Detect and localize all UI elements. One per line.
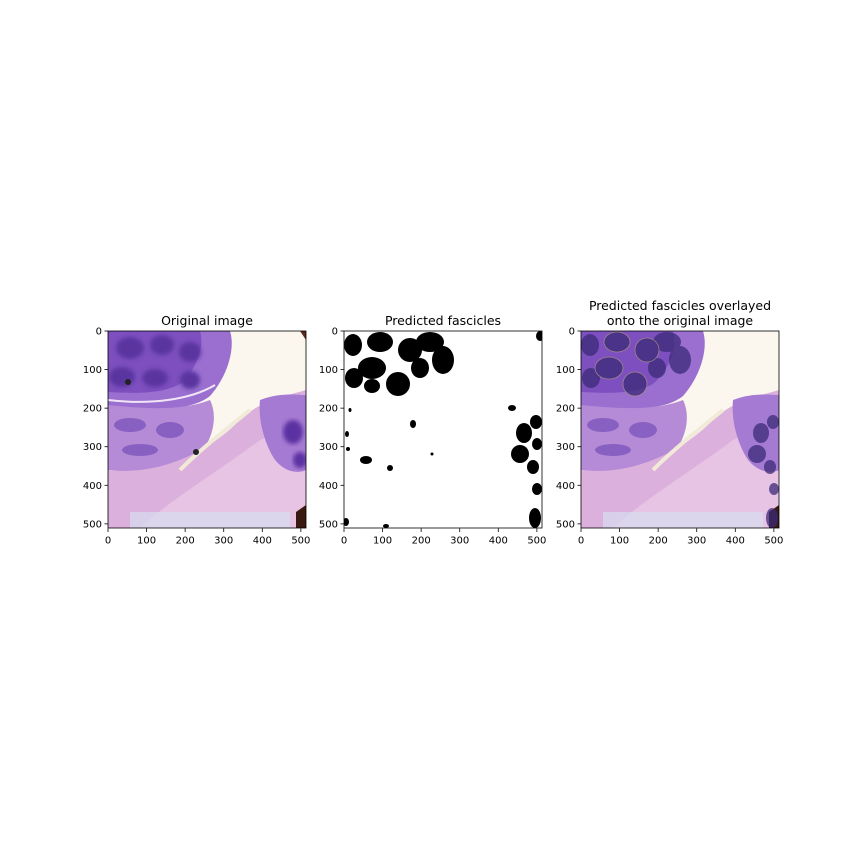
x-tick-label: 300 [687,536,706,547]
x-tick-label: 400 [726,536,745,547]
y-tick-label: 0 [96,327,102,338]
y-tick-label: 300 [556,442,575,453]
x-tick-label: 500 [764,536,783,547]
x-axis-mask: 0 100 200 300 400 500 [341,528,546,547]
y-tick-label: 400 [83,481,102,492]
y-tick-label: 0 [569,327,575,338]
tissue-image [108,331,306,528]
y-tick-label: 200 [83,404,102,415]
panel-title-overlay-line2: onto the original image [607,313,754,328]
y-tick-label: 500 [556,519,575,530]
panel-title-overlay: Predicted fascicles overlayed [589,298,771,313]
y-tick-label: 200 [556,404,575,415]
x-tick-label: 200 [649,536,668,547]
x-tick-label: 400 [489,536,508,547]
x-tick-label: 100 [610,536,629,547]
y-axis-mask: 0 100 200 300 400 500 [319,327,344,530]
y-tick-label: 300 [319,442,338,453]
y-tick-label: 200 [319,404,338,415]
x-tick-label: 0 [105,536,111,547]
mask-image [344,331,542,528]
y-tick-label: 500 [83,519,102,530]
y-tick-label: 400 [319,481,338,492]
panel-mask: Predicted fascicles [319,313,547,547]
y-tick-label: 100 [83,365,102,376]
panel-overlay: Predicted fascicles overlayed onto the o… [556,298,784,547]
y-tick-label: 300 [83,442,102,453]
axes-frame-mask [343,330,543,529]
y-tick-label: 100 [556,365,575,376]
y-axis-original: 0 100 200 300 400 500 [83,327,108,530]
panel-title-mask: Predicted fascicles [385,313,501,328]
x-axis-overlay: 0 100 200 300 400 500 [578,528,783,547]
x-tick-label: 0 [578,536,584,547]
y-axis-overlay: 0 100 200 300 400 500 [556,327,581,530]
y-tick-label: 100 [319,365,338,376]
x-tick-label: 400 [253,536,272,547]
x-axis-original: 0 100 200 300 400 500 [105,528,310,547]
x-tick-label: 300 [214,536,233,547]
x-tick-label: 500 [527,536,546,547]
x-tick-label: 100 [373,536,392,547]
y-tick-label: 400 [556,481,575,492]
x-tick-label: 200 [412,536,431,547]
y-tick-label: 500 [319,519,338,530]
x-tick-label: 500 [291,536,310,547]
y-tick-label: 0 [332,327,338,338]
overlay-image [581,331,779,528]
x-tick-label: 100 [137,536,156,547]
panel-title-original: Original image [161,313,253,328]
axes-frame-original [107,330,307,529]
x-tick-label: 200 [176,536,195,547]
x-tick-label: 300 [450,536,469,547]
panel-original: Original image [83,313,311,547]
axes-frame-overlay [580,330,780,529]
x-tick-label: 0 [341,536,347,547]
